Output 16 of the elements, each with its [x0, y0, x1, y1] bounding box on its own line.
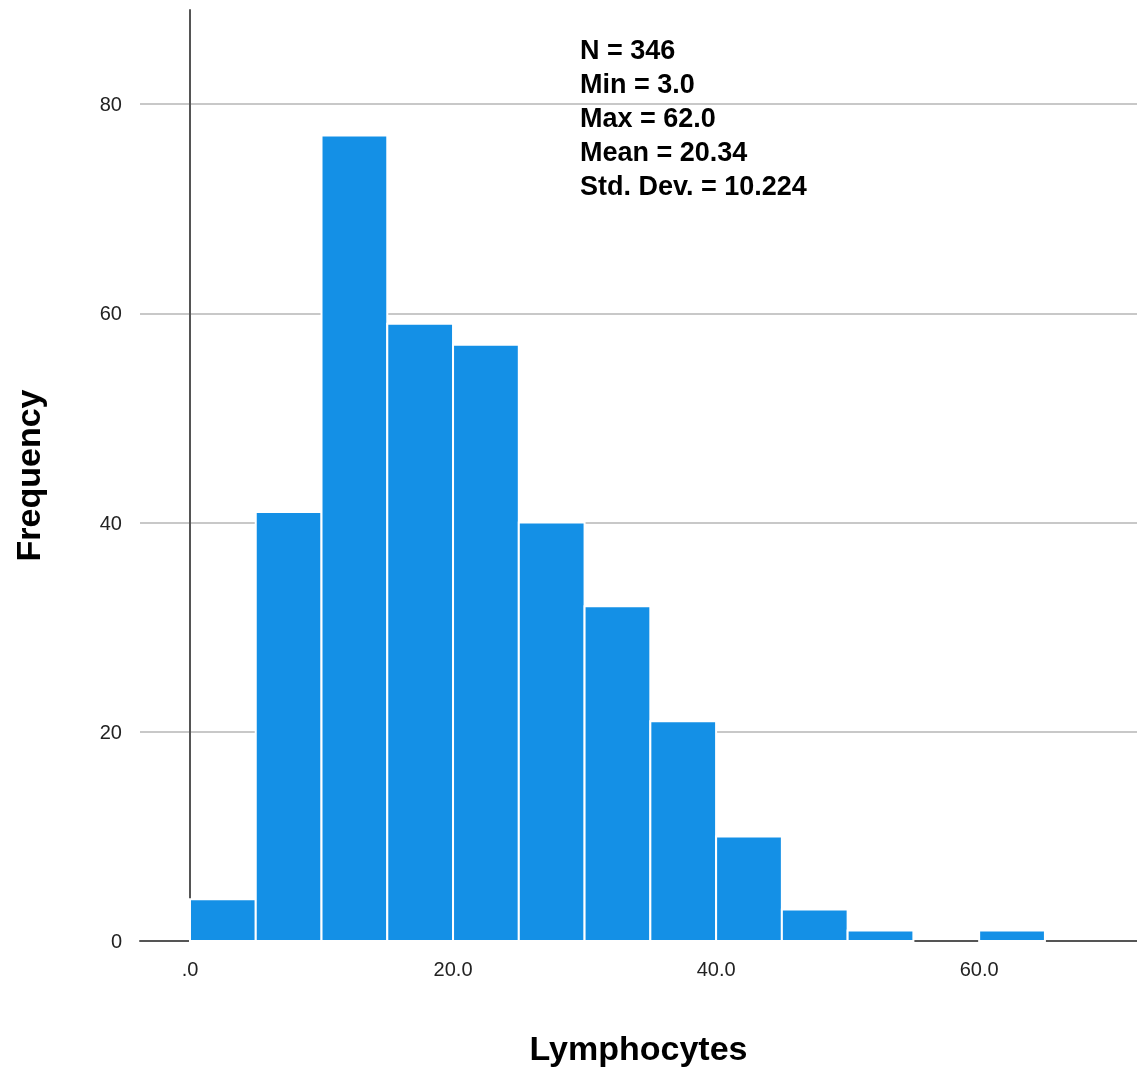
x-tick-label: 60.0: [959, 958, 999, 980]
annotation: N = 346: [580, 34, 676, 65]
y-tick-label: 20: [99, 720, 122, 743]
y-tick-label: 80: [99, 93, 122, 116]
x-axis-title: Lymphocytes: [529, 1029, 748, 1067]
x-tick-label: 40.0: [696, 958, 736, 980]
y-tick-label: 0: [110, 930, 122, 952]
annotation: Std. Dev. = 10.224: [580, 170, 807, 201]
annotation: Mean = 20.34: [580, 136, 748, 167]
y-axis-title: Frequency: [9, 389, 47, 562]
x-tick-label: 20.0: [433, 958, 473, 980]
annotation: Min = 3.0: [580, 68, 695, 99]
annotation: Max = 62.0: [580, 102, 716, 133]
y-tick-label: 60: [99, 302, 122, 325]
x-tick-label: .0: [181, 958, 199, 980]
y-tick-label: 40: [99, 511, 122, 534]
